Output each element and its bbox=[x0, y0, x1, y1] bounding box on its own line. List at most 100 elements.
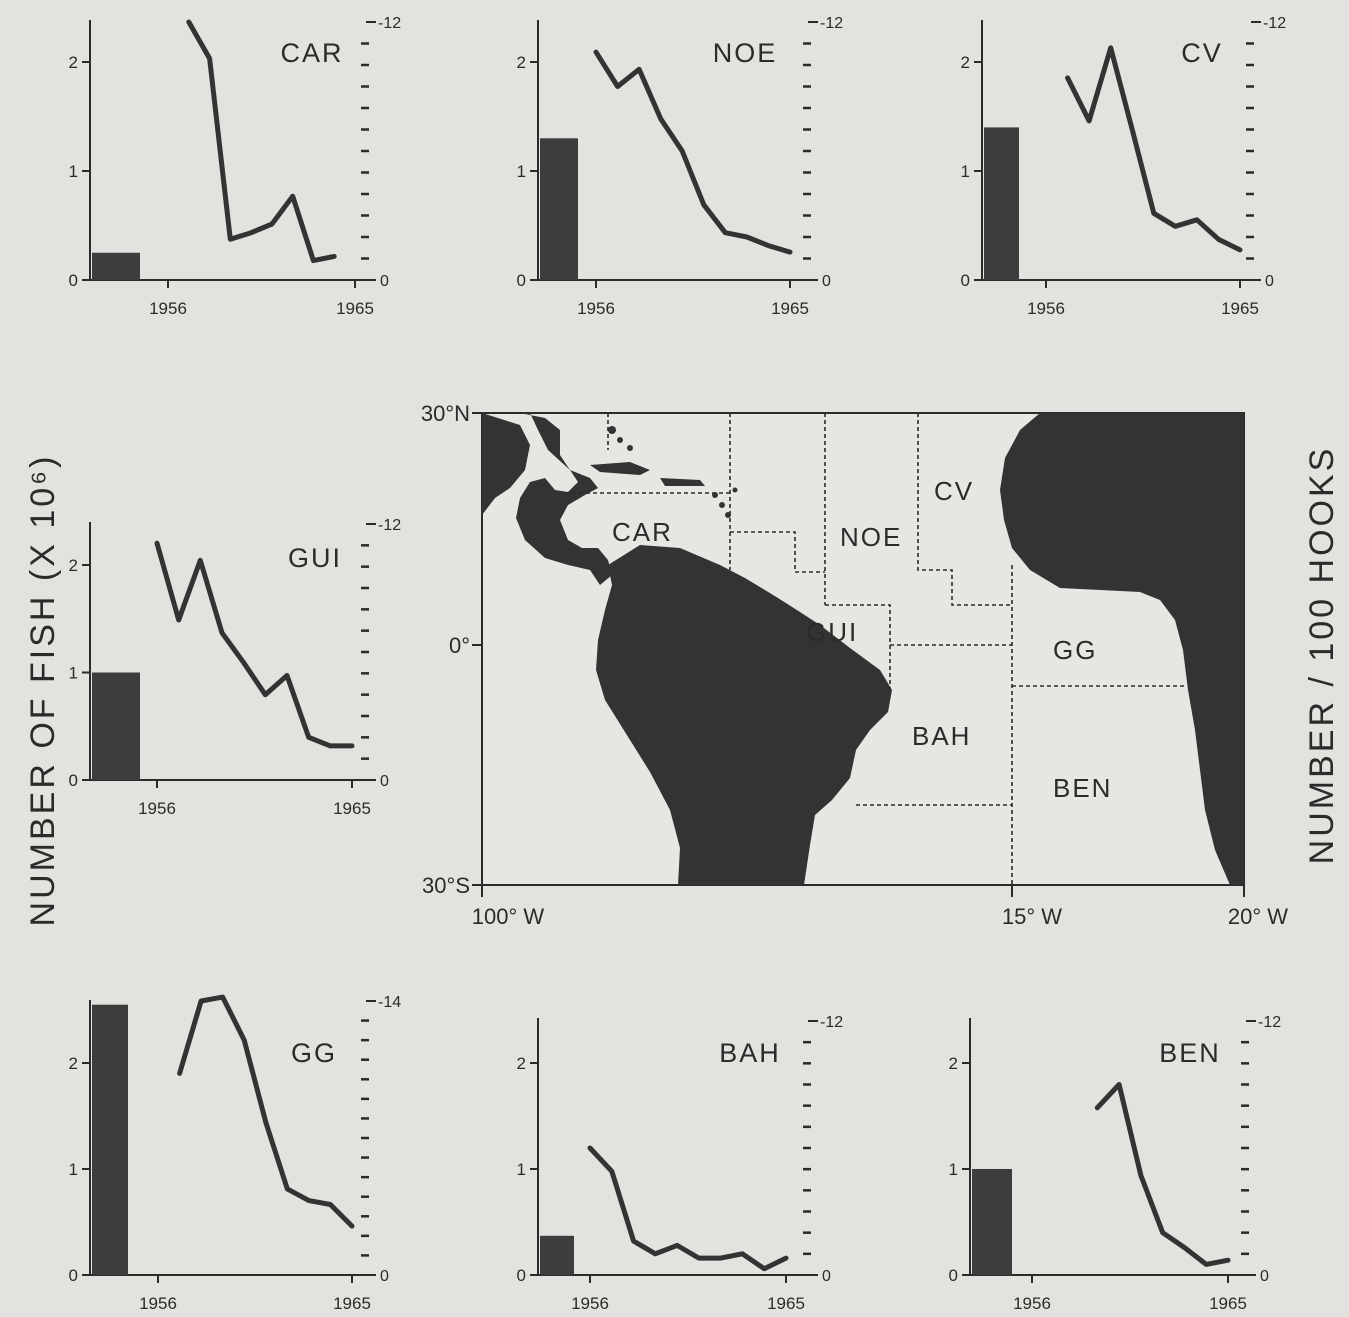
panel-title: BAH bbox=[719, 1038, 781, 1068]
area-map: CAR NOE CV GUI GG BAH BEN 30°N 0° 30°S 1… bbox=[421, 401, 1288, 929]
x-tick-label: 1956 bbox=[1027, 299, 1065, 318]
left-tick-label: 2 bbox=[69, 1054, 78, 1073]
panel-cv: 0 1 2 -12 0 1956 1965 CV bbox=[961, 15, 1287, 318]
map-label-cv: CV bbox=[934, 476, 974, 506]
area-boundaries bbox=[565, 413, 1185, 885]
catch-bar bbox=[984, 127, 1019, 281]
map-label-noe: NOE bbox=[840, 522, 902, 552]
map-label-gg: GG bbox=[1053, 635, 1097, 665]
panel-bah: 0 1 2 -12 0 1956 1965 BAH bbox=[517, 1014, 844, 1313]
right-max-label: -12 bbox=[378, 517, 401, 534]
left-tick-label: 2 bbox=[69, 556, 78, 575]
map-label-gui: GUI bbox=[806, 617, 858, 647]
right-max-label: -12 bbox=[378, 15, 401, 32]
right-zero-label: 0 bbox=[380, 273, 389, 290]
panel-gui: 0 1 2 -12 0 1956 1965 GUI bbox=[69, 517, 402, 818]
x-tick-label: 1965 bbox=[333, 1294, 371, 1313]
map-lat-top: 30°N bbox=[421, 401, 470, 426]
land-south-america bbox=[596, 545, 892, 885]
right-max-label: -14 bbox=[378, 994, 401, 1011]
cpue-line bbox=[587, 1145, 789, 1272]
map-lat-mid: 0° bbox=[449, 633, 470, 658]
cpue-line bbox=[177, 994, 355, 1229]
left-tick-label: 2 bbox=[949, 1054, 958, 1073]
left-tick-label: 2 bbox=[517, 53, 526, 72]
right-zero-label: 0 bbox=[380, 773, 389, 790]
panel-ben: 0 1 2 -12 0 1956 1965 BEN bbox=[949, 1014, 1282, 1313]
panel-title: CV bbox=[1181, 38, 1223, 68]
left-tick-label: 1 bbox=[69, 1160, 78, 1179]
cpue-line bbox=[1065, 45, 1243, 253]
left-tick-label: 0 bbox=[517, 271, 526, 290]
left-tick-label: 1 bbox=[517, 1160, 526, 1179]
cpue-line bbox=[593, 49, 793, 255]
left-tick-label: 2 bbox=[69, 53, 78, 72]
left-tick-label: 0 bbox=[961, 271, 970, 290]
left-axis-label: NUMBER OF FISH (X 10⁶) bbox=[24, 454, 62, 927]
right-max-label: -12 bbox=[1258, 1014, 1281, 1031]
x-tick-label: 1956 bbox=[139, 1294, 177, 1313]
map-lon-left: 100° W bbox=[472, 904, 545, 929]
left-tick-label: 2 bbox=[517, 1054, 526, 1073]
left-tick-label: 0 bbox=[69, 1266, 78, 1285]
land-caribbean-islands bbox=[590, 462, 705, 486]
panel-car: 0 1 2 -12 0 1956 1965 CAR bbox=[69, 15, 402, 318]
left-tick-label: 1 bbox=[949, 1160, 958, 1179]
land-africa bbox=[1000, 413, 1244, 885]
x-tick-label: 1956 bbox=[149, 299, 187, 318]
cpue-line bbox=[1094, 1082, 1231, 1267]
panel-title: GG bbox=[291, 1038, 337, 1068]
left-tick-label: 0 bbox=[517, 1266, 526, 1285]
catch-bar bbox=[540, 138, 578, 280]
catch-bar bbox=[972, 1169, 1012, 1275]
x-tick-label: 1956 bbox=[571, 1294, 609, 1313]
right-max-label: -12 bbox=[820, 15, 843, 32]
right-zero-label: 0 bbox=[822, 1268, 831, 1285]
panel-title: BEN bbox=[1159, 1038, 1221, 1068]
map-label-ben: BEN bbox=[1053, 773, 1112, 803]
x-tick-label: 1965 bbox=[336, 299, 374, 318]
right-zero-label: 0 bbox=[822, 273, 831, 290]
catch-bar bbox=[92, 672, 140, 780]
left-tick-label: 1 bbox=[69, 664, 78, 683]
panels: 0 1 2 -12 0 1956 1965 CAR 0 1 2 -12 0 1956 1965 NOE 0 1 2 -… bbox=[69, 15, 1287, 1313]
cpue-line bbox=[186, 19, 337, 264]
panel-title: CAR bbox=[280, 38, 343, 68]
x-tick-label: 1965 bbox=[771, 299, 809, 318]
left-tick-label: 2 bbox=[961, 53, 970, 72]
right-max-label: -12 bbox=[1263, 15, 1286, 32]
right-zero-label: 0 bbox=[1260, 1268, 1269, 1285]
right-max-label: -12 bbox=[820, 1014, 843, 1031]
x-tick-label: 1965 bbox=[1209, 1294, 1247, 1313]
catch-bar bbox=[540, 1235, 574, 1275]
cpue-line bbox=[154, 540, 355, 749]
left-tick-label: 1 bbox=[69, 162, 78, 181]
map-label-car: CAR bbox=[612, 517, 673, 547]
left-tick-label: 1 bbox=[961, 162, 970, 181]
x-tick-label: 1965 bbox=[1221, 299, 1259, 318]
panel-title: GUI bbox=[288, 543, 342, 573]
right-zero-label: 0 bbox=[380, 1268, 389, 1285]
x-tick-label: 1956 bbox=[1013, 1294, 1051, 1313]
left-tick-label: 0 bbox=[69, 771, 78, 790]
map-label-bah: BAH bbox=[912, 721, 971, 751]
panel-gg: 0 1 2 -14 0 1956 1965 GG bbox=[69, 994, 402, 1313]
x-tick-label: 1956 bbox=[577, 299, 615, 318]
left-tick-label: 0 bbox=[69, 271, 78, 290]
left-tick-label: 1 bbox=[517, 162, 526, 181]
panel-noe: 0 1 2 -12 0 1956 1965 NOE bbox=[517, 15, 844, 318]
map-lon-right: 20° W bbox=[1228, 904, 1288, 929]
land-central-america bbox=[482, 413, 612, 585]
x-tick-label: 1965 bbox=[333, 799, 371, 818]
x-tick-label: 1965 bbox=[767, 1294, 805, 1313]
catch-bar bbox=[92, 1004, 128, 1275]
panel-title: NOE bbox=[713, 38, 778, 68]
x-tick-label: 1956 bbox=[138, 799, 176, 818]
right-zero-label: 0 bbox=[1265, 273, 1274, 290]
right-axis-label: NUMBER / 100 HOOKS bbox=[1303, 446, 1341, 865]
map-lon-mid: 15° W bbox=[1002, 904, 1062, 929]
left-tick-label: 0 bbox=[949, 1266, 958, 1285]
catch-bar bbox=[92, 252, 140, 280]
map-lat-bottom: 30°S bbox=[422, 873, 470, 898]
